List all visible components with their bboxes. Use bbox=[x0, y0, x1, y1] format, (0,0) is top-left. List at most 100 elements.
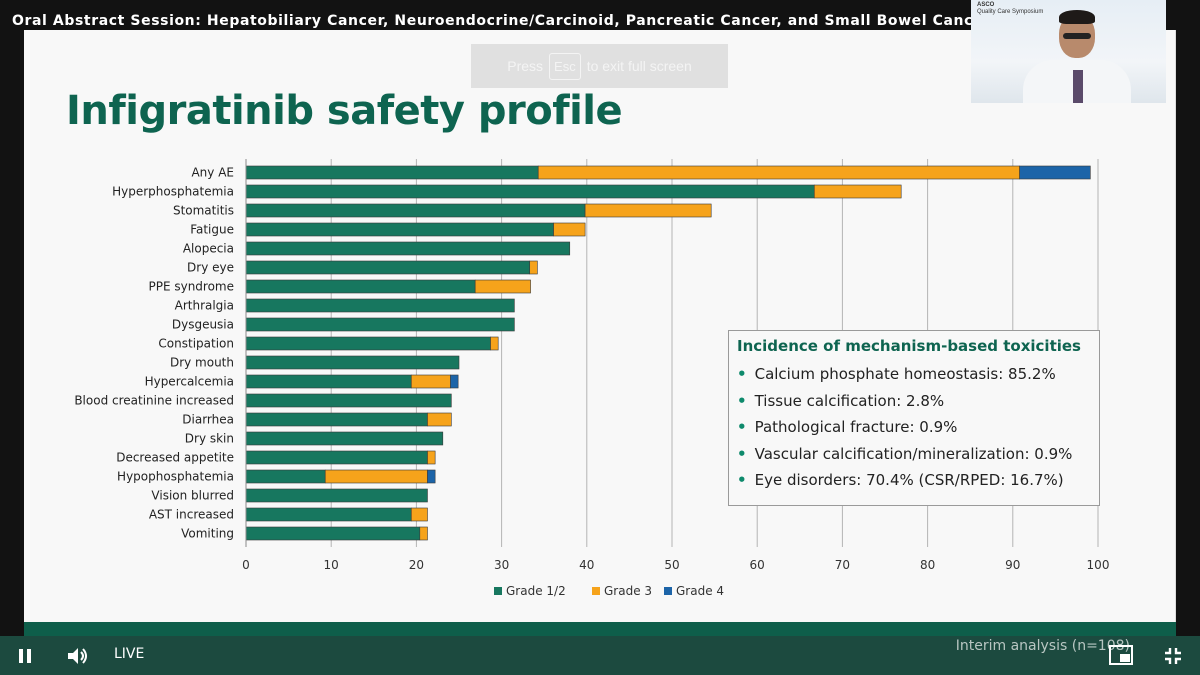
category-label: Dry mouth bbox=[170, 356, 234, 370]
legend-label: Grade 4 bbox=[676, 584, 724, 598]
category-label: AST increased bbox=[149, 508, 234, 522]
category-label: Dysgeusia bbox=[172, 318, 234, 332]
bar-segment bbox=[245, 469, 326, 484]
picture-in-picture-icon[interactable] bbox=[1106, 642, 1136, 668]
legend-label: Grade 3 bbox=[604, 584, 652, 598]
x-tick-label: 40 bbox=[579, 558, 594, 572]
bullet-icon: • bbox=[737, 471, 747, 489]
speaker-tie bbox=[1073, 70, 1083, 103]
category-label: Diarrhea bbox=[182, 413, 234, 427]
x-tick-label: 0 bbox=[242, 558, 250, 572]
category-label: Any AE bbox=[191, 166, 234, 180]
bar-segment bbox=[427, 469, 436, 484]
bar-segment bbox=[245, 317, 515, 332]
slide-title: Infigratinib safety profile bbox=[66, 88, 623, 134]
legend-swatch bbox=[494, 587, 502, 595]
toxicity-box-title: Incidence of mechanism-based toxicities bbox=[737, 337, 1081, 355]
bullet-icon: • bbox=[737, 391, 747, 410]
session-title: Oral Abstract Session: Hepatobiliary Can… bbox=[12, 13, 991, 29]
footer-note: Interim analysis (n=108) bbox=[955, 638, 1130, 654]
volume-icon[interactable] bbox=[64, 644, 92, 668]
bar-segment bbox=[419, 526, 428, 541]
bar-segment bbox=[245, 374, 412, 389]
category-label: Constipation bbox=[158, 337, 234, 351]
webcam-logo: ASCO Quality Care Symposium bbox=[977, 2, 1043, 16]
bar-segment bbox=[537, 165, 1020, 180]
bar-segment bbox=[427, 412, 452, 427]
bar-segment bbox=[245, 222, 554, 237]
x-tick-label: 10 bbox=[324, 558, 339, 572]
category-label: Stomatitis bbox=[173, 204, 234, 218]
pause-icon[interactable] bbox=[14, 646, 36, 666]
bar-segment bbox=[245, 488, 428, 503]
legend-label: Grade 1/2 bbox=[506, 584, 566, 598]
bar-segment bbox=[245, 241, 571, 256]
toxicity-item-text: Eye disorders: 70.4% (CSR/RPED: 16.7%) bbox=[754, 471, 1064, 489]
bar-segment bbox=[490, 336, 499, 351]
bullet-icon: • bbox=[737, 365, 747, 383]
x-tick-label: 60 bbox=[750, 558, 765, 572]
live-indicator[interactable]: LIVE bbox=[114, 646, 145, 662]
bar-segment bbox=[245, 526, 421, 541]
speaker-webcam: ASCO Quality Care Symposium bbox=[971, 0, 1166, 103]
bar-segment bbox=[245, 260, 531, 275]
player-controls: LIVE bbox=[0, 636, 1200, 675]
bar-segment bbox=[324, 469, 428, 484]
category-label: Dry eye bbox=[187, 261, 234, 275]
exit-fullscreen-icon[interactable] bbox=[1160, 644, 1186, 668]
toxicity-item: • Calcium phosphate homeostasis: 85.2% bbox=[737, 361, 1091, 388]
x-tick-label: 90 bbox=[1005, 558, 1020, 572]
category-label: Hypercalcemia bbox=[145, 375, 234, 389]
toast-rest-text: to exit full screen bbox=[586, 58, 692, 74]
toast-press-text: Press bbox=[507, 58, 544, 74]
bar-segment bbox=[245, 355, 460, 370]
x-tick-label: 30 bbox=[494, 558, 509, 572]
category-label: Decreased appetite bbox=[116, 451, 234, 465]
x-tick-label: 20 bbox=[409, 558, 424, 572]
legend-swatch bbox=[664, 587, 672, 595]
bar-segment bbox=[245, 507, 412, 522]
bullet-icon: • bbox=[737, 418, 747, 436]
toxicity-item: • Vascular calcification/mineralization: … bbox=[737, 441, 1091, 468]
x-tick-label: 80 bbox=[920, 558, 935, 572]
toxicity-item-text: Vascular calcification/mineralization: 0… bbox=[754, 444, 1073, 463]
bar-segment bbox=[245, 165, 539, 180]
bar-segment bbox=[245, 184, 815, 199]
category-label: Arthralgia bbox=[175, 299, 234, 313]
webcam-logo-text: ASCO bbox=[977, 2, 995, 8]
x-tick-label: 100 bbox=[1087, 558, 1110, 572]
speaker-glasses bbox=[1063, 33, 1091, 39]
category-label: Fatigue bbox=[190, 223, 234, 237]
category-label: Blood creatinine increased bbox=[74, 394, 234, 408]
bar-segment bbox=[1019, 165, 1091, 180]
toxicity-item: • Tissue calcification: 2.8% bbox=[737, 388, 1091, 415]
bar-segment bbox=[245, 412, 428, 427]
category-label: Vomiting bbox=[181, 527, 234, 541]
toxicity-item-text: Calcium phosphate homeostasis: 85.2% bbox=[754, 365, 1056, 383]
bar-segment bbox=[553, 222, 586, 237]
bar-segment bbox=[474, 279, 531, 294]
webcam-logo-sub: Quality Care Symposium bbox=[977, 9, 1044, 15]
category-label: Hypophosphatemia bbox=[117, 470, 234, 484]
bar-segment bbox=[584, 203, 712, 218]
slide-footer-band bbox=[24, 622, 1176, 636]
fullscreen-toast: Press Esc to exit full screen bbox=[471, 44, 728, 88]
toxicity-item: • Pathological fracture: 0.9% bbox=[737, 414, 1091, 441]
bar-segment bbox=[410, 507, 428, 522]
bar-segment bbox=[410, 374, 451, 389]
bar-segment bbox=[450, 374, 459, 389]
bar-segment bbox=[813, 184, 902, 199]
speaker-hair bbox=[1059, 10, 1095, 24]
bar-segment bbox=[245, 450, 428, 465]
bar-segment bbox=[245, 431, 444, 446]
bar-segment bbox=[529, 260, 538, 275]
bar-segment bbox=[245, 279, 476, 294]
toxicity-info-box: Incidence of mechanism-based toxicities … bbox=[728, 330, 1100, 506]
category-label: Hyperphosphatemia bbox=[112, 185, 234, 199]
presentation-slide: Infigratinib safety profile 0 10 20 30 40 50 6… bbox=[24, 30, 1176, 636]
x-tick-label: 50 bbox=[664, 558, 679, 572]
player-control-bar bbox=[0, 636, 1200, 675]
category-label: PPE syndrome bbox=[148, 280, 234, 294]
bar-segment bbox=[427, 450, 436, 465]
